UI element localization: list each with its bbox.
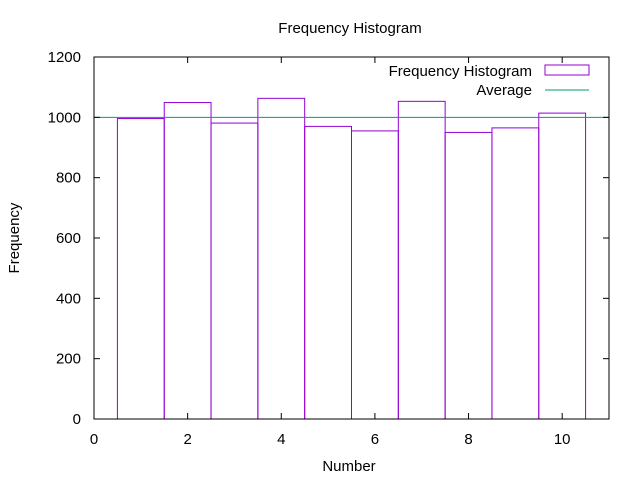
y-axis-ticks: 0 200 400 600 800 1000 1200 [48,49,609,428]
y-tick-label: 1000 [48,109,81,126]
x-tick-label: 8 [464,431,472,448]
histogram-bar [304,125,353,420]
y-axis-label: Frequency [6,202,23,273]
y-tick-label: 1200 [48,49,81,66]
legend-label-average: Average [476,82,532,99]
y-tick-label: 800 [56,170,81,187]
y-tick-label: 600 [56,230,81,247]
histogram-bar [538,112,587,420]
x-axis-ticks: 0 2 4 6 8 10 [90,57,571,448]
x-tick-label: 10 [554,431,571,448]
histogram-bars [116,97,587,420]
x-tick-label: 4 [277,431,285,448]
histogram-bar [351,130,399,420]
histogram-bar [491,127,540,420]
legend: Frequency Histogram Average [389,63,590,99]
x-tick-label: 6 [371,431,379,448]
x-axis-label: Number [322,458,375,475]
histogram-bar [210,122,259,420]
histogram-bar [257,97,306,420]
y-tick-label: 200 [56,351,81,368]
legend-label-histogram: Frequency Histogram [389,63,532,80]
y-tick-label: 0 [73,411,81,428]
histogram-bar [397,100,446,420]
legend-swatch-histogram [544,64,590,76]
histogram-bar [163,102,212,420]
y-tick-label: 400 [56,290,81,307]
histogram-bar [116,118,165,420]
histogram-bar [444,131,493,420]
x-tick-label: 0 [90,431,98,448]
x-tick-label: 2 [183,431,191,448]
chart-title: Frequency Histogram [278,20,421,37]
